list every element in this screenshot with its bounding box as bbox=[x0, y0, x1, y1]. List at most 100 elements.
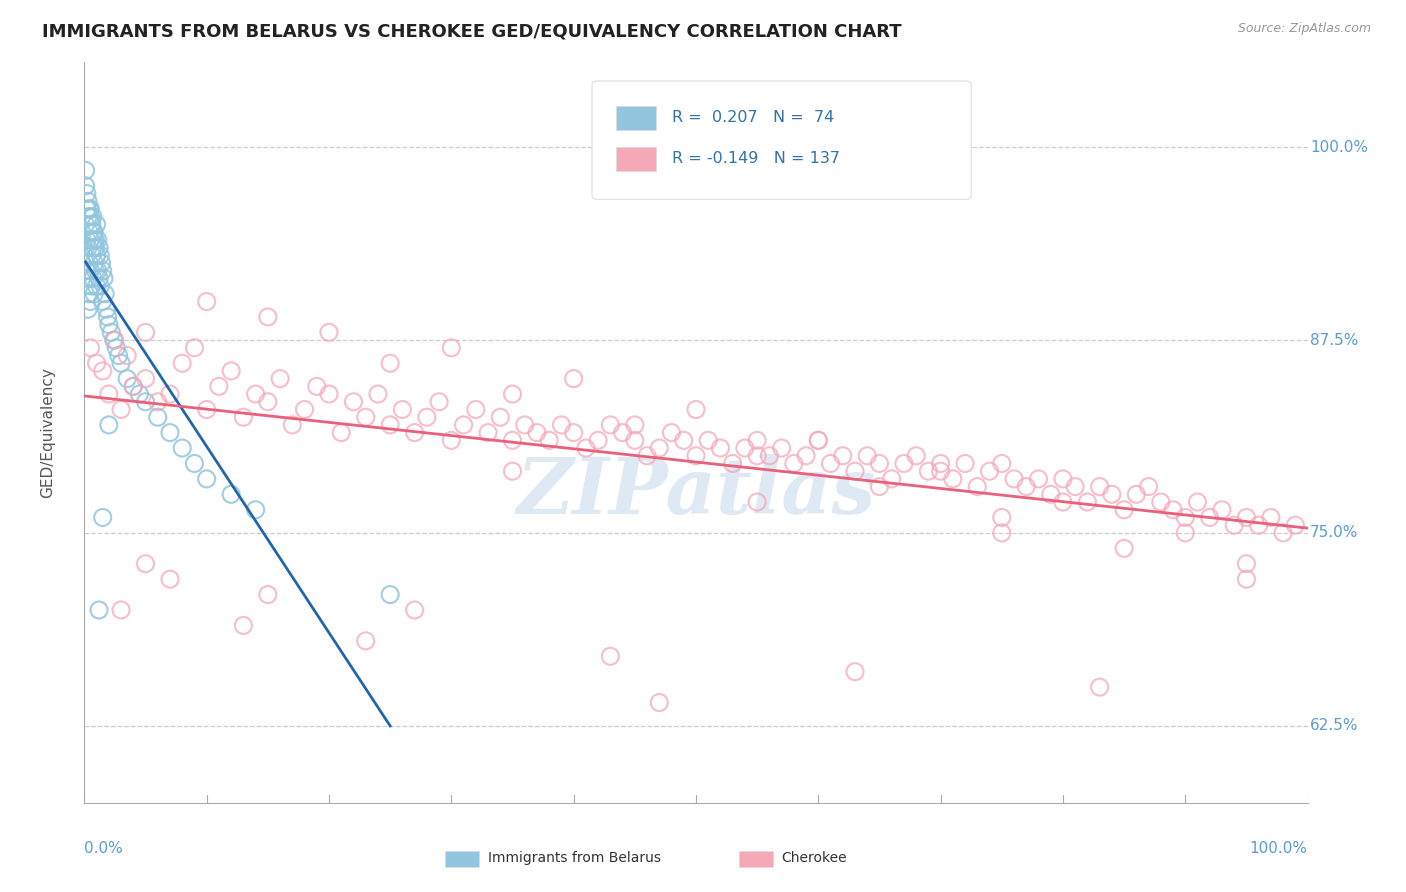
Point bbox=[1028, 472, 1050, 486]
Point bbox=[869, 457, 891, 471]
Point bbox=[1161, 502, 1184, 516]
Point bbox=[79, 210, 101, 224]
Point bbox=[391, 402, 413, 417]
Point bbox=[103, 333, 125, 347]
Point bbox=[929, 464, 952, 478]
Point bbox=[1052, 472, 1074, 486]
Point bbox=[87, 271, 110, 285]
Text: 0.0%: 0.0% bbox=[84, 841, 124, 856]
Point bbox=[820, 457, 842, 471]
Point bbox=[104, 333, 127, 347]
Point bbox=[453, 417, 475, 432]
Text: Cherokee: Cherokee bbox=[782, 851, 848, 865]
Point bbox=[502, 434, 524, 448]
Point bbox=[82, 225, 104, 239]
Point bbox=[1052, 495, 1074, 509]
Point bbox=[624, 417, 647, 432]
Point bbox=[770, 441, 793, 455]
Text: 100.0%: 100.0% bbox=[1310, 140, 1368, 155]
Point bbox=[105, 341, 128, 355]
Point bbox=[942, 472, 965, 486]
Point bbox=[1187, 495, 1209, 509]
Point bbox=[1114, 502, 1136, 516]
Point bbox=[709, 441, 731, 455]
Text: ZIPatlas: ZIPatlas bbox=[516, 454, 876, 530]
Point bbox=[84, 263, 107, 277]
Point bbox=[1088, 480, 1111, 494]
Point bbox=[526, 425, 548, 440]
Point bbox=[953, 457, 976, 471]
Point bbox=[856, 449, 879, 463]
Point bbox=[1236, 572, 1258, 586]
Point bbox=[76, 186, 98, 201]
Point bbox=[135, 326, 157, 340]
Point bbox=[83, 233, 105, 247]
FancyBboxPatch shape bbox=[616, 106, 655, 130]
Point bbox=[94, 286, 117, 301]
Point bbox=[79, 233, 101, 247]
Point bbox=[146, 394, 169, 409]
Point bbox=[586, 434, 609, 448]
Point bbox=[76, 202, 98, 216]
Text: 100.0%: 100.0% bbox=[1250, 841, 1308, 856]
Point bbox=[648, 441, 671, 455]
Point bbox=[107, 349, 129, 363]
Point bbox=[208, 379, 231, 393]
Point bbox=[1125, 487, 1147, 501]
Point bbox=[86, 248, 108, 262]
Point bbox=[672, 434, 695, 448]
Point bbox=[80, 248, 103, 262]
Point bbox=[122, 379, 145, 393]
Point bbox=[367, 387, 389, 401]
Point bbox=[82, 210, 104, 224]
Point bbox=[80, 218, 103, 232]
Point bbox=[538, 434, 561, 448]
Point bbox=[404, 425, 426, 440]
Point bbox=[1284, 518, 1306, 533]
Point bbox=[917, 464, 939, 478]
Point bbox=[75, 178, 97, 193]
Point bbox=[232, 410, 254, 425]
Text: 62.5%: 62.5% bbox=[1310, 718, 1358, 733]
Point bbox=[747, 449, 769, 463]
Point bbox=[354, 410, 377, 425]
Point bbox=[318, 326, 340, 340]
Point bbox=[86, 356, 108, 370]
FancyBboxPatch shape bbox=[616, 147, 655, 170]
Text: Immigrants from Belarus: Immigrants from Belarus bbox=[488, 851, 661, 865]
Point bbox=[991, 510, 1014, 524]
Point bbox=[91, 510, 114, 524]
Point bbox=[1247, 518, 1270, 533]
FancyBboxPatch shape bbox=[738, 851, 773, 867]
Point bbox=[83, 225, 105, 239]
Point bbox=[115, 349, 138, 363]
Point bbox=[318, 387, 340, 401]
Point bbox=[75, 163, 97, 178]
Point bbox=[110, 356, 132, 370]
Point bbox=[232, 618, 254, 632]
Text: IMMIGRANTS FROM BELARUS VS CHEROKEE GED/EQUIVALENCY CORRELATION CHART: IMMIGRANTS FROM BELARUS VS CHEROKEE GED/… bbox=[42, 22, 901, 40]
Point bbox=[159, 387, 181, 401]
Point bbox=[844, 464, 866, 478]
Point bbox=[1137, 480, 1160, 494]
Point bbox=[1101, 487, 1123, 501]
Point bbox=[91, 294, 114, 309]
Point bbox=[77, 202, 100, 216]
Point bbox=[979, 464, 1001, 478]
Point bbox=[91, 364, 114, 378]
Point bbox=[77, 240, 100, 254]
Point bbox=[257, 588, 280, 602]
Point bbox=[110, 603, 132, 617]
Point bbox=[747, 434, 769, 448]
Point bbox=[721, 457, 744, 471]
Point bbox=[599, 649, 621, 664]
Point bbox=[1088, 680, 1111, 694]
Point bbox=[880, 472, 903, 486]
Point bbox=[783, 457, 806, 471]
Point bbox=[929, 457, 952, 471]
Point bbox=[135, 557, 157, 571]
Point bbox=[87, 240, 110, 254]
Point bbox=[991, 457, 1014, 471]
Text: R =  0.207   N =  74: R = 0.207 N = 74 bbox=[672, 111, 834, 126]
Point bbox=[1198, 510, 1220, 524]
